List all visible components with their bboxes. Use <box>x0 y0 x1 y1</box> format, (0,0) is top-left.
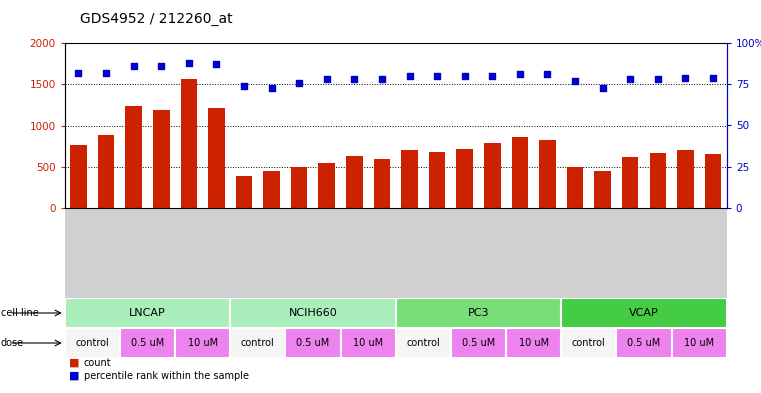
Bar <box>70 145 87 208</box>
Text: dose: dose <box>1 338 24 348</box>
Point <box>680 75 692 81</box>
Point <box>293 79 305 86</box>
Bar <box>97 134 114 208</box>
Text: cell line: cell line <box>1 308 39 318</box>
Bar <box>429 152 445 208</box>
Bar <box>126 106 142 208</box>
Text: 10 uM: 10 uM <box>684 338 715 348</box>
Point <box>100 70 112 76</box>
Point <box>624 76 636 83</box>
Bar <box>341 328 396 358</box>
Point <box>486 73 498 79</box>
Bar <box>616 328 671 358</box>
Text: LNCAP: LNCAP <box>129 308 166 318</box>
Bar <box>622 157 638 208</box>
Bar <box>396 298 561 328</box>
Bar <box>65 328 119 358</box>
Text: control: control <box>406 338 440 348</box>
Text: percentile rank within the sample: percentile rank within the sample <box>84 371 249 381</box>
Bar <box>230 328 285 358</box>
Point <box>266 84 278 91</box>
Bar <box>65 298 230 328</box>
Point <box>72 70 84 76</box>
Point <box>569 78 581 84</box>
Point <box>431 73 443 79</box>
Bar <box>567 167 584 208</box>
Bar <box>153 110 170 208</box>
Point <box>597 84 609 91</box>
Bar <box>209 108 224 208</box>
Text: PC3: PC3 <box>468 308 489 318</box>
Point <box>210 61 222 68</box>
Text: 10 uM: 10 uM <box>518 338 549 348</box>
Point <box>183 60 195 66</box>
Bar <box>705 154 721 208</box>
Bar <box>346 156 362 208</box>
Point <box>155 63 167 69</box>
Text: control: control <box>241 338 275 348</box>
Bar <box>451 328 506 358</box>
Point <box>541 71 553 77</box>
Point <box>349 76 361 83</box>
Bar <box>318 163 335 208</box>
Text: 0.5 uM: 0.5 uM <box>131 338 164 348</box>
Bar <box>120 328 175 358</box>
Point <box>459 73 471 79</box>
Text: NCIH660: NCIH660 <box>288 308 337 318</box>
Bar <box>561 298 727 328</box>
Point <box>707 75 719 81</box>
Bar <box>263 171 280 208</box>
Bar <box>511 137 528 208</box>
Text: 10 uM: 10 uM <box>187 338 218 348</box>
Bar <box>401 150 418 208</box>
Point <box>128 63 140 69</box>
Bar <box>594 171 611 208</box>
Text: VCAP: VCAP <box>629 308 659 318</box>
Bar <box>175 328 230 358</box>
Text: control: control <box>75 338 109 348</box>
Point <box>651 76 664 83</box>
Bar <box>506 328 561 358</box>
Bar <box>180 79 197 208</box>
Text: control: control <box>572 338 606 348</box>
Text: 10 uM: 10 uM <box>353 338 384 348</box>
Bar <box>671 328 727 358</box>
Point <box>238 83 250 89</box>
Bar <box>285 328 341 358</box>
Text: count: count <box>84 358 111 368</box>
Bar <box>457 149 473 208</box>
Bar <box>230 298 396 328</box>
Point <box>320 76 333 83</box>
Bar <box>649 153 666 208</box>
Point <box>514 71 526 77</box>
Text: 0.5 uM: 0.5 uM <box>296 338 330 348</box>
Bar <box>677 150 694 208</box>
Text: 0.5 uM: 0.5 uM <box>627 338 661 348</box>
Text: ■: ■ <box>68 358 79 368</box>
Bar <box>374 159 390 208</box>
Bar <box>484 143 501 208</box>
Point <box>376 76 388 83</box>
Bar <box>236 176 252 208</box>
Bar <box>291 167 307 208</box>
Bar <box>396 328 451 358</box>
Text: 0.5 uM: 0.5 uM <box>462 338 495 348</box>
Text: ■: ■ <box>68 371 79 381</box>
Point <box>403 73 416 79</box>
Bar <box>539 140 556 208</box>
Bar <box>561 328 616 358</box>
Text: GDS4952 / 212260_at: GDS4952 / 212260_at <box>80 12 233 26</box>
